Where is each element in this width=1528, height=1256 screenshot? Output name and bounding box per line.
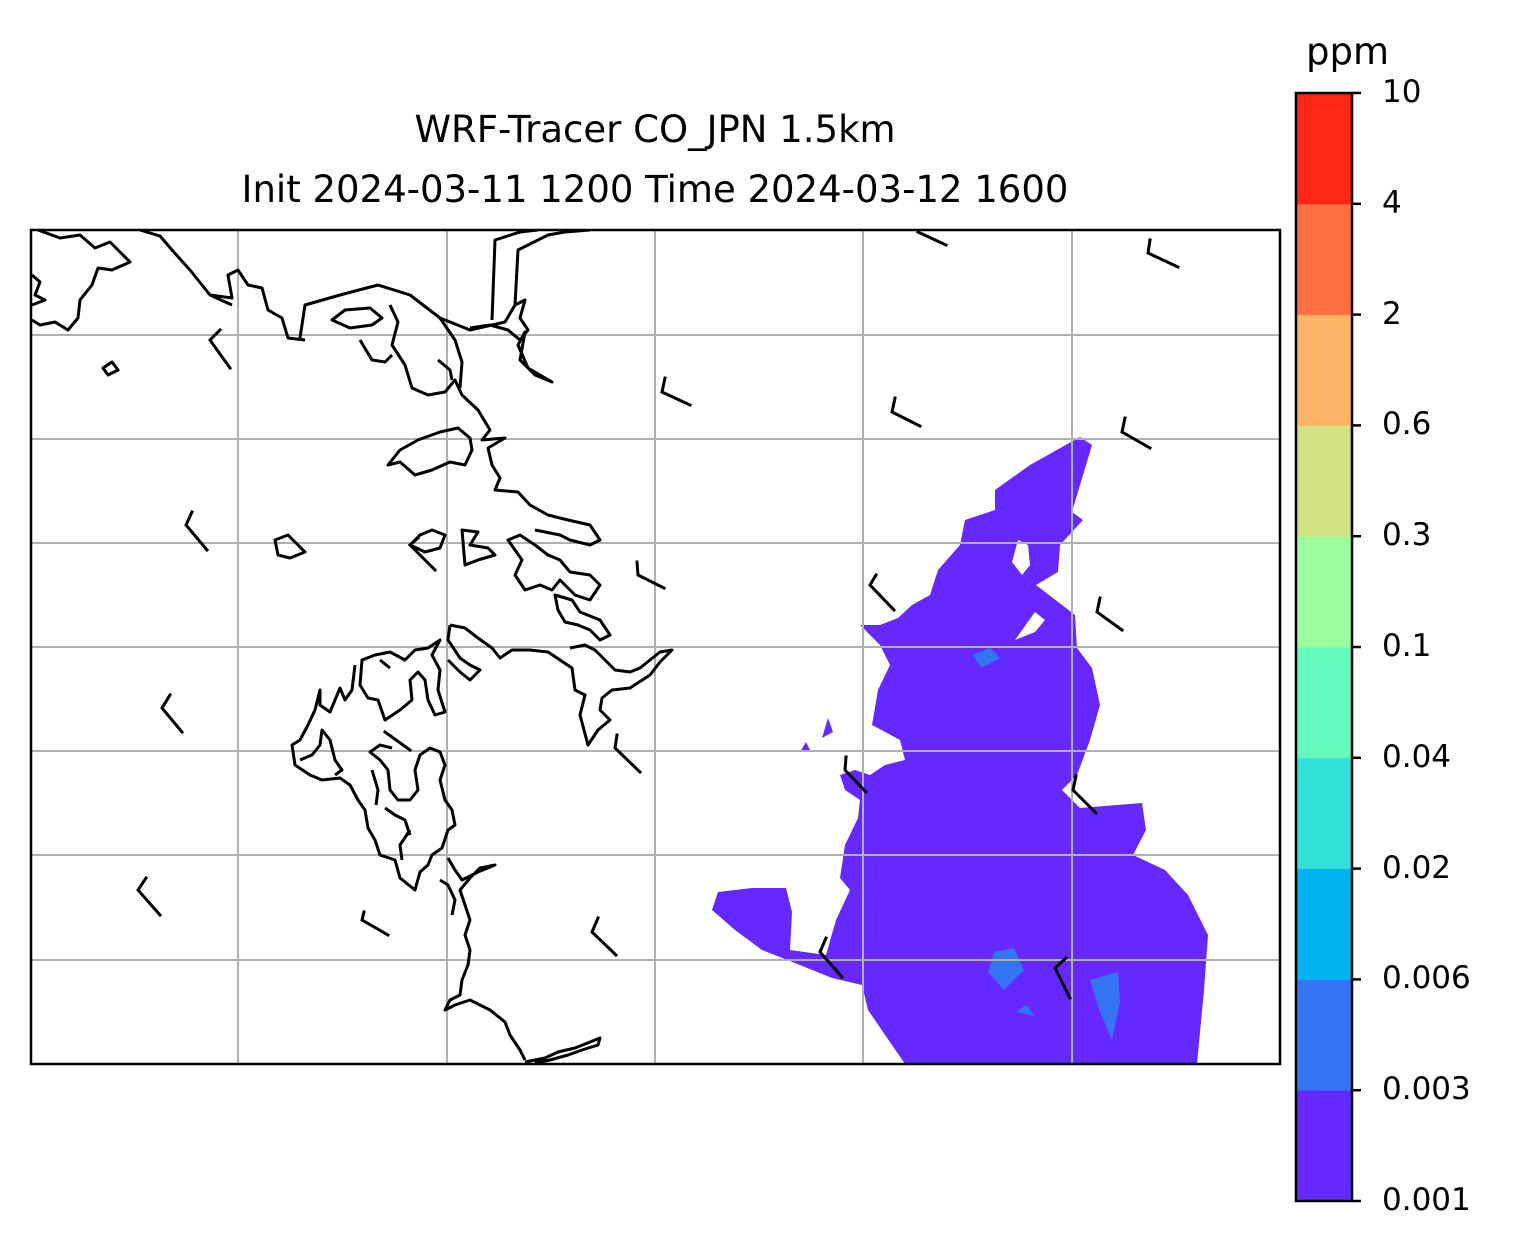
wind-barb: [1146, 238, 1180, 269]
field-patch: [822, 718, 833, 738]
colorbar-tick-label: 0.1: [1382, 628, 1432, 664]
colorbar-tick-label: 0.001: [1382, 1182, 1471, 1218]
wind-barb: [1120, 416, 1153, 451]
wind-barb: [613, 733, 643, 775]
wind-barb: [1071, 774, 1099, 816]
coastlines: [31, 230, 674, 1064]
colorbar-segment: [1296, 647, 1352, 759]
wind-barb: [184, 510, 210, 553]
wind-barb: [382, 729, 413, 753]
colorbar-tick-label: 0.04: [1382, 738, 1452, 775]
colorbar-tick-label: 0.003: [1382, 1071, 1471, 1108]
tracer-field-high-region: [972, 648, 1000, 668]
wind-barb: [890, 396, 923, 429]
colorbar-segment: [1296, 536, 1352, 648]
wind-barb: [590, 916, 619, 958]
wind-barb: [1053, 955, 1073, 1001]
map-title-line-2: Init 2024-03-11 1200 Time 2024-03-12 160…: [241, 168, 1069, 211]
wind-barb: [660, 376, 692, 407]
colorbar-tick-label: 2: [1382, 295, 1402, 332]
wind-barbs: [136, 230, 1180, 1001]
colorbar-segment: [1296, 93, 1352, 205]
colorbar-unit-label: ppm: [1306, 30, 1390, 73]
gridlines: [31, 230, 1280, 1064]
colorbar-segment: [1296, 425, 1352, 537]
colorbar-segment: [1296, 757, 1352, 870]
colorbar-segment: [1296, 314, 1352, 426]
wind-barb: [1095, 596, 1125, 633]
colorbar-segment: [1296, 1090, 1352, 1202]
wind-barb: [360, 910, 391, 938]
colorbar-tick-label: 0.006: [1382, 960, 1471, 997]
wind-barb: [916, 230, 948, 247]
wind-barb: [843, 755, 869, 795]
wind-barb: [208, 327, 233, 371]
wind-barb: [868, 572, 897, 613]
wind-barb: [160, 692, 185, 735]
map-frame: [29, 228, 1282, 1066]
colorbar-tick-label: 0.3: [1382, 517, 1432, 554]
wind-barb: [635, 560, 667, 591]
colorbar-tick-label: 0.6: [1382, 406, 1432, 443]
colorbar-segment: [1296, 868, 1352, 980]
colorbar-tick-label: 0.02: [1382, 849, 1452, 886]
wind-barb: [818, 936, 845, 980]
wind-barb: [136, 875, 163, 918]
field-gap: [1012, 540, 1030, 575]
colorbar: [1294, 91, 1361, 1203]
tracer-field-high-region: [1016, 1005, 1035, 1016]
colorbar-tick-label: 10: [1382, 74, 1422, 110]
tracer-field-high-region: [1090, 972, 1120, 1040]
map-title-line-1: WRF-Tracer CO_JPN 1.5km: [414, 108, 896, 151]
wind-barb: [407, 535, 438, 573]
tracer-field-high-region: [988, 948, 1024, 990]
field-gap: [1015, 612, 1045, 640]
field-patch: [800, 742, 810, 752]
colorbar-segment: [1296, 203, 1352, 316]
colorbar-segment: [1296, 979, 1352, 1091]
colorbar-tick-label: 4: [1382, 184, 1402, 221]
